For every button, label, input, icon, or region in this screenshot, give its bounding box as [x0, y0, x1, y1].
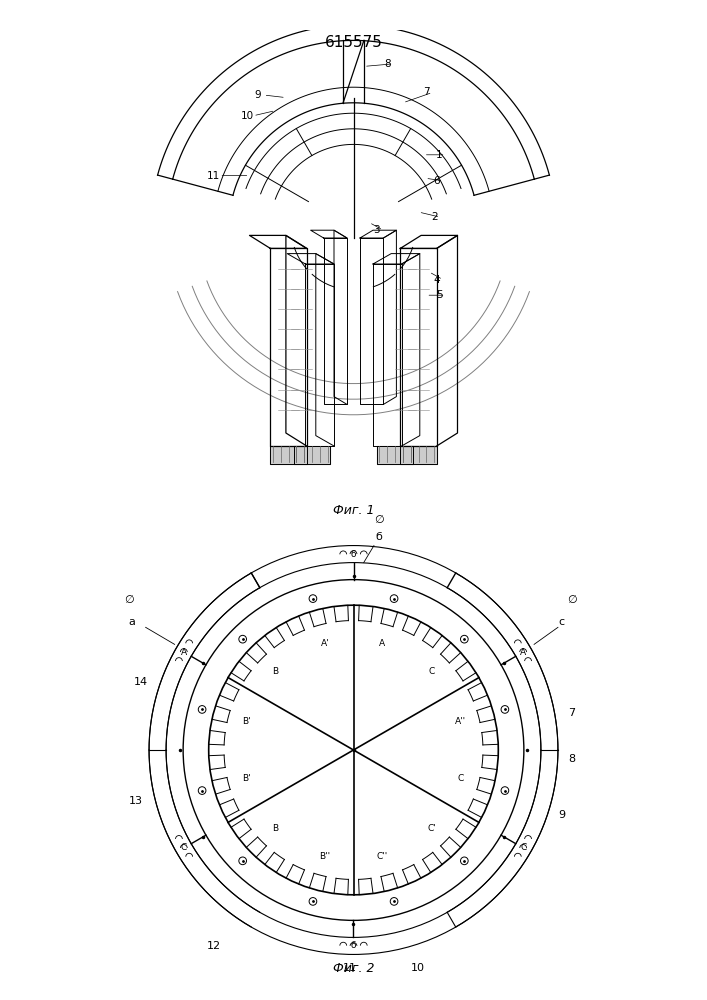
- Text: B'': B'': [320, 852, 330, 861]
- Text: 1: 1: [436, 150, 443, 160]
- Text: 11: 11: [343, 963, 357, 973]
- Text: A'': A'': [455, 717, 466, 726]
- Text: 5: 5: [436, 290, 443, 300]
- Text: 2: 2: [431, 212, 438, 222]
- Text: 3: 3: [373, 225, 380, 235]
- Text: A: A: [520, 648, 526, 657]
- Text: B: B: [272, 667, 279, 676]
- Text: ∅: ∅: [374, 515, 384, 525]
- Text: 6: 6: [433, 176, 440, 186]
- Text: 12: 12: [206, 941, 221, 951]
- Text: a: a: [129, 617, 136, 627]
- Text: 8: 8: [384, 59, 390, 69]
- Text: 8: 8: [568, 754, 575, 764]
- Text: б: б: [351, 550, 356, 559]
- Text: B': B': [243, 774, 251, 783]
- Text: ∅: ∅: [567, 595, 576, 605]
- Text: Фиг. 2: Фиг. 2: [333, 962, 374, 975]
- Text: 615575: 615575: [325, 35, 382, 50]
- Text: 13: 13: [129, 796, 142, 806]
- Text: C: C: [181, 843, 187, 852]
- Text: A: A: [379, 639, 385, 648]
- Text: 14: 14: [134, 677, 148, 687]
- Text: B: B: [272, 824, 279, 833]
- Text: C': C': [428, 824, 436, 833]
- Text: 9: 9: [558, 810, 565, 820]
- Text: 9: 9: [254, 90, 261, 100]
- Text: 4: 4: [433, 275, 440, 285]
- Text: 7: 7: [568, 708, 575, 718]
- Text: C: C: [520, 843, 526, 852]
- Text: B': B': [243, 717, 251, 726]
- Text: 7: 7: [423, 87, 430, 97]
- Text: 10: 10: [240, 111, 254, 121]
- Text: 11: 11: [206, 171, 220, 181]
- Text: A': A': [320, 639, 329, 648]
- Text: C: C: [457, 774, 464, 783]
- Text: 10: 10: [411, 963, 425, 973]
- Text: б: б: [375, 532, 382, 542]
- Text: A: A: [181, 648, 187, 657]
- Text: ∅: ∅: [124, 595, 134, 605]
- Text: C: C: [428, 667, 435, 676]
- Text: c: c: [559, 617, 564, 627]
- Text: C'': C'': [377, 852, 387, 861]
- Text: Фиг. 1: Фиг. 1: [333, 504, 374, 518]
- Text: б: б: [351, 941, 356, 950]
